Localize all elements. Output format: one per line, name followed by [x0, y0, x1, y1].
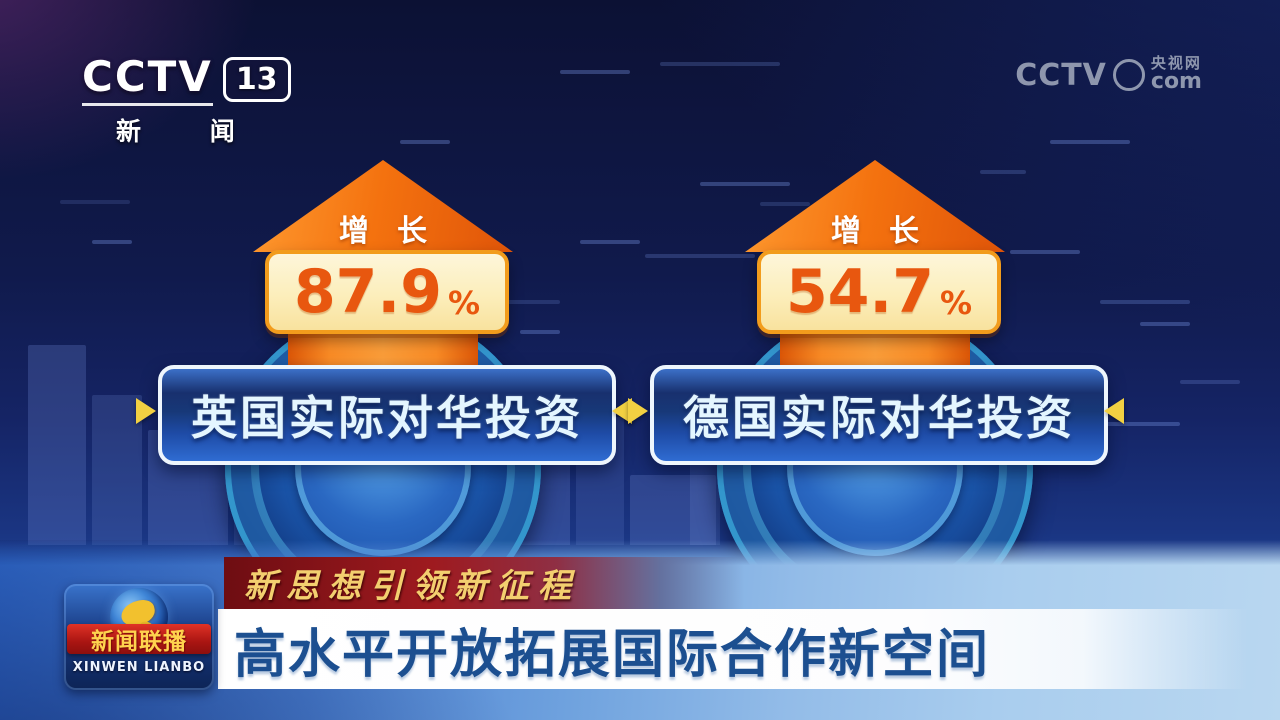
value-box: 54.7 % [757, 250, 1001, 334]
stat-group-uk: 增长 87.9 % 英国实际对华投资 [136, 160, 632, 626]
program-name-cn: 新闻联播 [91, 629, 187, 655]
growth-arrow-icon: 增长 [253, 160, 513, 252]
watermark-wordmark: CCTV [1015, 58, 1107, 93]
headline-banner: 高水平开放拓展国际合作新空间 [218, 609, 1248, 689]
growth-unit: % [447, 284, 481, 322]
category-label: 德国实际对华投资 [683, 391, 1075, 445]
growth-value: 54.7 [785, 257, 934, 327]
slogan-banner: 新思想引领新征程 [224, 557, 744, 609]
slogan-text: 新思想引领新征程 [244, 566, 580, 605]
watermark-domain: com [1150, 69, 1202, 94]
cctv13-subtitle: 新 闻 [116, 117, 265, 146]
growth-arrow-icon: 增长 [745, 160, 1005, 252]
program-name-en: XINWEN LIANBO [72, 660, 206, 675]
xinwen-lianbo-logo: 新闻联播 XINWEN LIANBO [64, 584, 214, 690]
arrow-left-icon [612, 398, 632, 424]
category-banner: 德国实际对华投资 [650, 365, 1108, 465]
cctv13-channel-number: 13 [222, 56, 291, 102]
category-banner: 英国实际对华投资 [158, 365, 616, 465]
growth-label: 增长 [339, 214, 455, 249]
watermark-circle-icon [1112, 59, 1145, 91]
arrow-right-icon [136, 398, 156, 424]
cctv-com-watermark: CCTV 央视网 com [1015, 54, 1202, 94]
cctv13-wordmark: CCTV [82, 52, 213, 106]
watermark-cn: 央视网 [1150, 54, 1202, 72]
value-box: 87.9 % [265, 250, 509, 334]
headline-text: 高水平开放拓展国际合作新空间 [234, 624, 991, 685]
category-label: 英国实际对华投资 [191, 391, 583, 445]
program-name-band: 新闻联播 [67, 624, 211, 655]
growth-unit: % [939, 284, 973, 322]
arrow-left-icon [1104, 398, 1124, 424]
growth-value: 87.9 [293, 257, 442, 327]
cctv13-logo: CCTV 13 新 闻 [82, 52, 291, 148]
arrow-right-icon [628, 398, 648, 424]
growth-label: 增长 [831, 214, 947, 249]
